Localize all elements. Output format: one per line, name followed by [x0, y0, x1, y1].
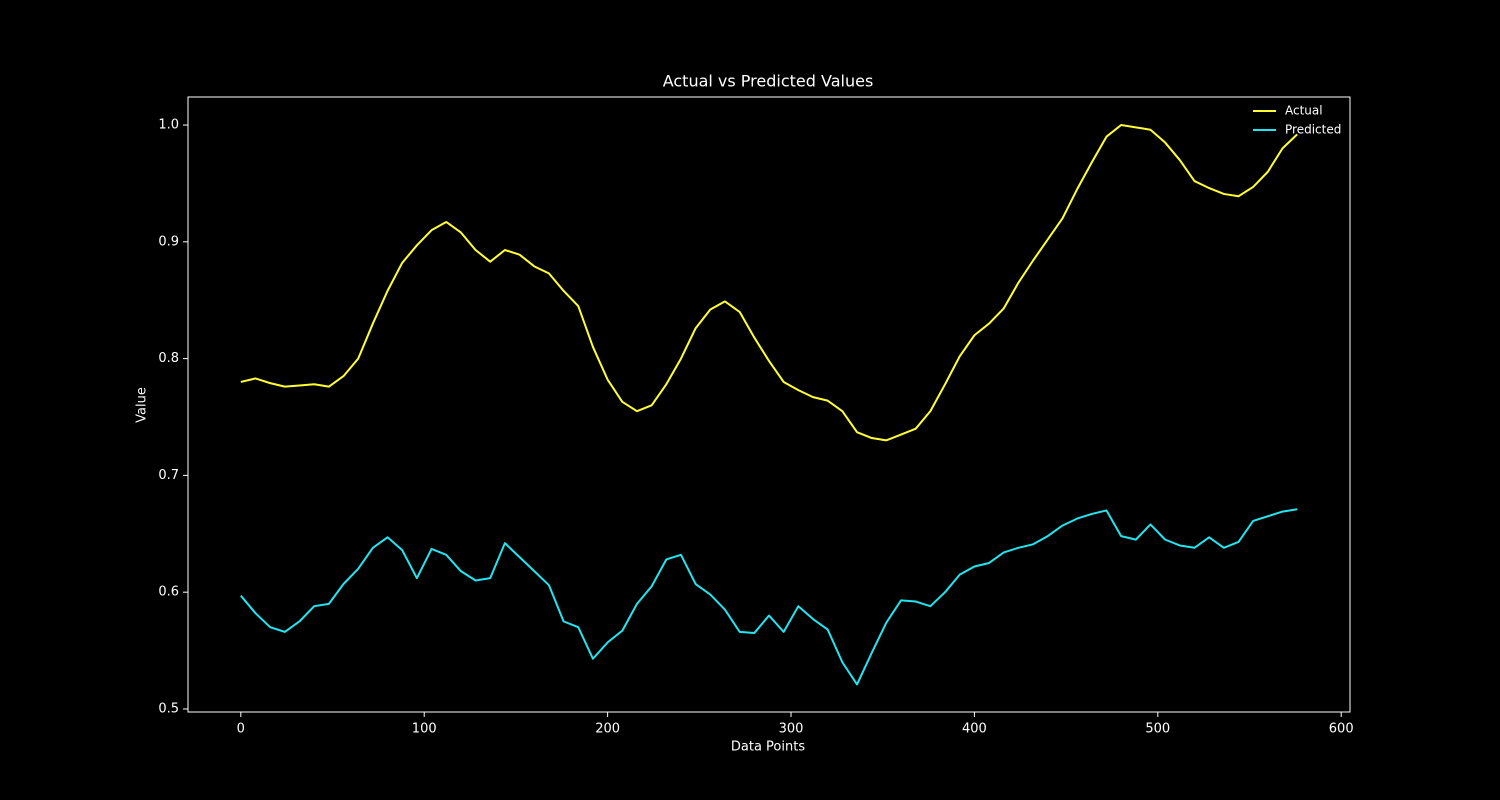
x-tick-label: 400 [962, 722, 987, 737]
line-series [240, 124, 1298, 442]
y-tick-label: 0.6 [158, 585, 179, 600]
y-axis-label: Value [135, 387, 150, 423]
y-tick-label: 0.5 [158, 701, 179, 716]
y-tick-label: 0.7 [158, 468, 179, 483]
legend-label: Actual [1285, 104, 1323, 118]
chart-title: Actual vs Predicted Values [663, 72, 874, 91]
x-tick-label: 500 [1145, 722, 1170, 737]
line-series [240, 508, 1298, 686]
y-tick-label: 0.8 [158, 351, 179, 366]
plot-frame [187, 96, 1351, 713]
y-tick-label: 1.0 [158, 118, 179, 133]
y-tick-label: 0.9 [158, 234, 179, 249]
legend-label: Predicted [1285, 123, 1341, 137]
x-axis-label: Data Points [731, 740, 805, 755]
x-tick-label: 200 [595, 722, 620, 737]
x-tick-label: 100 [412, 722, 437, 737]
x-tick-label: 0 [237, 722, 245, 737]
x-tick-label: 600 [1329, 722, 1354, 737]
x-tick-label: 300 [779, 722, 804, 737]
